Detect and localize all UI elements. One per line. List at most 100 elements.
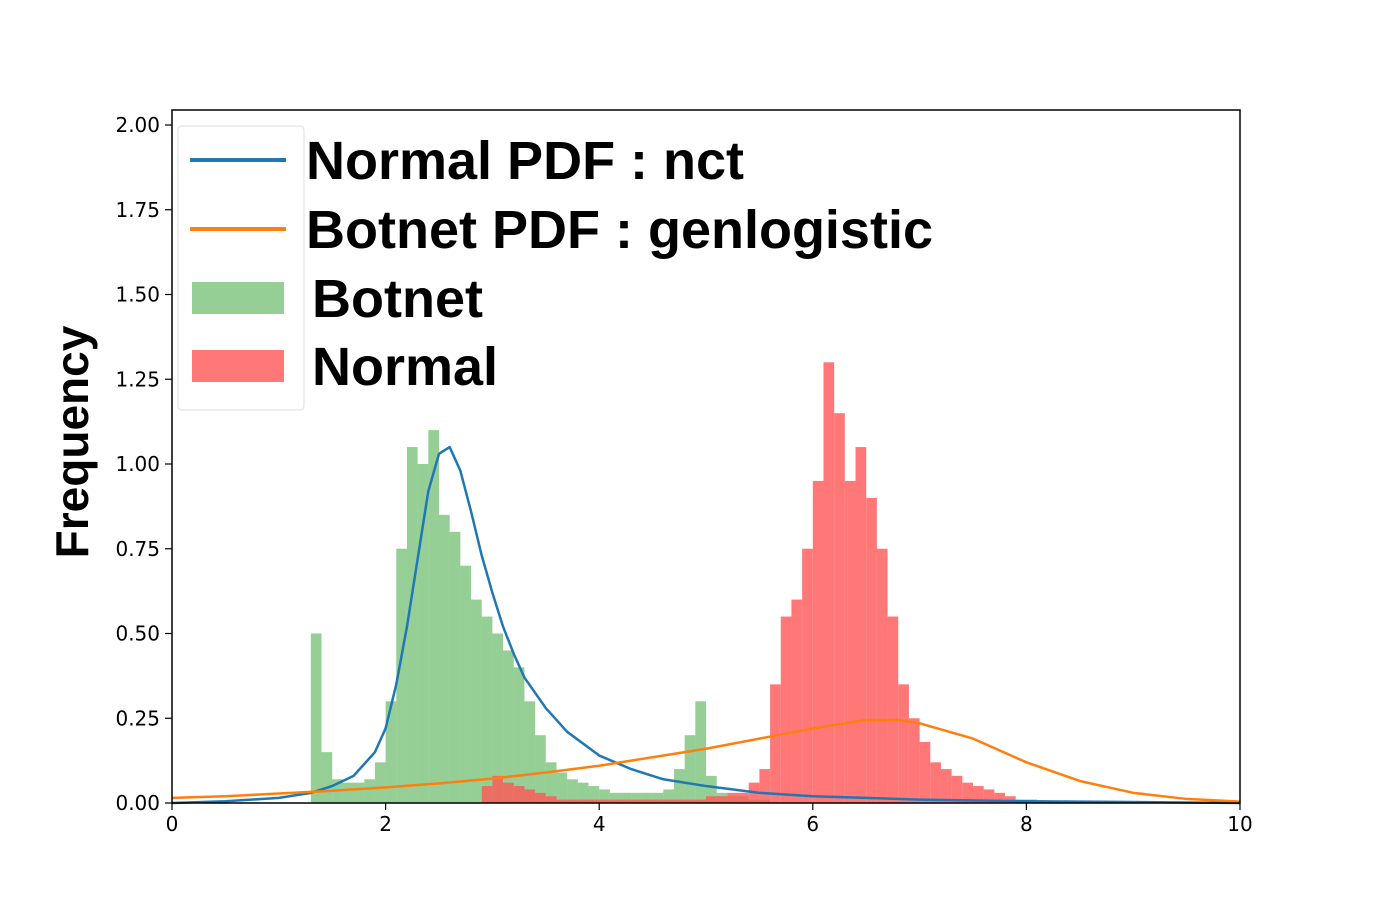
histogram-bar [471,599,482,803]
histogram-bar [876,548,888,803]
legend-patch-swatch [192,282,284,314]
histogram-bar [535,792,546,803]
histogram-bar [823,362,835,803]
histogram-bar [385,701,397,803]
histogram-bar [919,741,931,803]
histogram-bar [962,782,973,803]
histogram-bar [609,799,621,803]
histogram-bar [1005,796,1016,803]
histogram-bar [503,782,514,803]
histogram-bar [716,796,728,803]
x-tick-label: 2 [379,812,392,836]
y-tick-label: 1.25 [115,367,160,391]
y-tick-label: 1.00 [115,452,160,476]
histogram-bar [620,792,632,803]
plot-frame [171,109,1241,804]
legend: Normal PDF : nct Botnet PDF : genlogistic… [177,125,933,411]
histogram-bar [706,796,717,803]
histogram-bar [663,789,674,803]
x-tick-label: 4 [593,812,606,836]
histogram-bar [503,650,514,803]
histogram-bar [663,799,674,803]
histogram-normal [481,362,1038,803]
histogram-bar [513,786,525,803]
histogram-bar [791,599,803,803]
legend-patch-swatch [192,350,284,382]
histogram-bar [599,789,610,803]
legend-label: Botnet PDF : genlogistic [306,200,933,260]
histogram-bar [812,480,824,803]
histogram-bar [492,633,504,803]
histogram-bar [887,616,899,803]
histogram-bar [449,531,461,803]
y-tick-label: 0.25 [115,706,160,730]
histogram-bar [673,799,685,803]
histogram-bar [481,786,493,803]
histogram-bar [780,616,792,803]
histogram-bar [973,786,984,803]
histogram-bar [535,735,546,803]
legend-label: Normal [312,337,498,397]
histogram-bar [321,752,333,803]
histogram-bar [684,735,696,803]
histogram-bar [940,769,952,803]
histogram-bar [641,799,653,803]
histogram-bar [609,792,621,803]
histogram-bar [599,799,610,803]
histogram-bar [374,762,386,803]
y-tick-label: 0.75 [115,537,160,561]
histogram-bar [684,799,696,803]
histogram-bar [545,762,557,803]
histogram-bar [406,447,418,803]
histogram-bar [652,799,664,803]
histogram-bar [577,782,589,803]
histogram-bar [695,799,706,803]
y-tick-label: 1.75 [115,198,160,222]
histogram-bar [439,514,450,803]
y-tick-label: 0.00 [115,791,160,815]
histogram-bar [567,799,578,803]
histogram-bar [396,548,407,803]
histogram-bar [631,792,642,803]
histogram-bar [310,633,322,803]
histogram-bar [513,667,525,803]
histogram-bar [951,775,963,803]
botnet-pdf-line [171,718,1241,803]
histogram-bar [866,497,877,803]
y-axis-label: Frequency [46,325,98,558]
histogram-bar [577,799,589,803]
histogram-bar [834,413,845,803]
histogram-bar [567,779,578,803]
histogram-bar [908,718,920,803]
x-tick-label: 10 [1227,812,1252,836]
histogram-bar [545,796,557,803]
histogram-bar [428,430,439,803]
histogram-bar [620,799,632,803]
histogram-bar [770,684,781,803]
y-tick-label: 0.50 [115,622,160,646]
histogram-bar [364,779,375,803]
histogram-bar [695,701,706,803]
x-tick-label: 8 [1020,812,1033,836]
histogram-bar [738,792,749,803]
histogram-bar [631,799,642,803]
histogram-bar [673,769,685,803]
histogram-bar [652,792,664,803]
histogram-bar [898,684,909,803]
legend-label: Normal PDF : nct [306,131,744,191]
histogram-bar [481,616,493,803]
histogram-bar [556,799,568,803]
histogram-bar [353,782,365,803]
histogram-bar [706,775,717,803]
x-tick-label: 0 [166,812,179,836]
histogram-bar [994,792,1006,803]
histogram-bar [342,782,354,803]
histogram-bar [524,789,536,803]
histogram-bar [417,464,429,803]
histogram-bar [844,480,856,803]
x-tick-label: 6 [806,812,819,836]
histogram-bar [855,447,867,803]
histogram-bar [460,565,472,803]
legend-label: Botnet [312,269,483,329]
